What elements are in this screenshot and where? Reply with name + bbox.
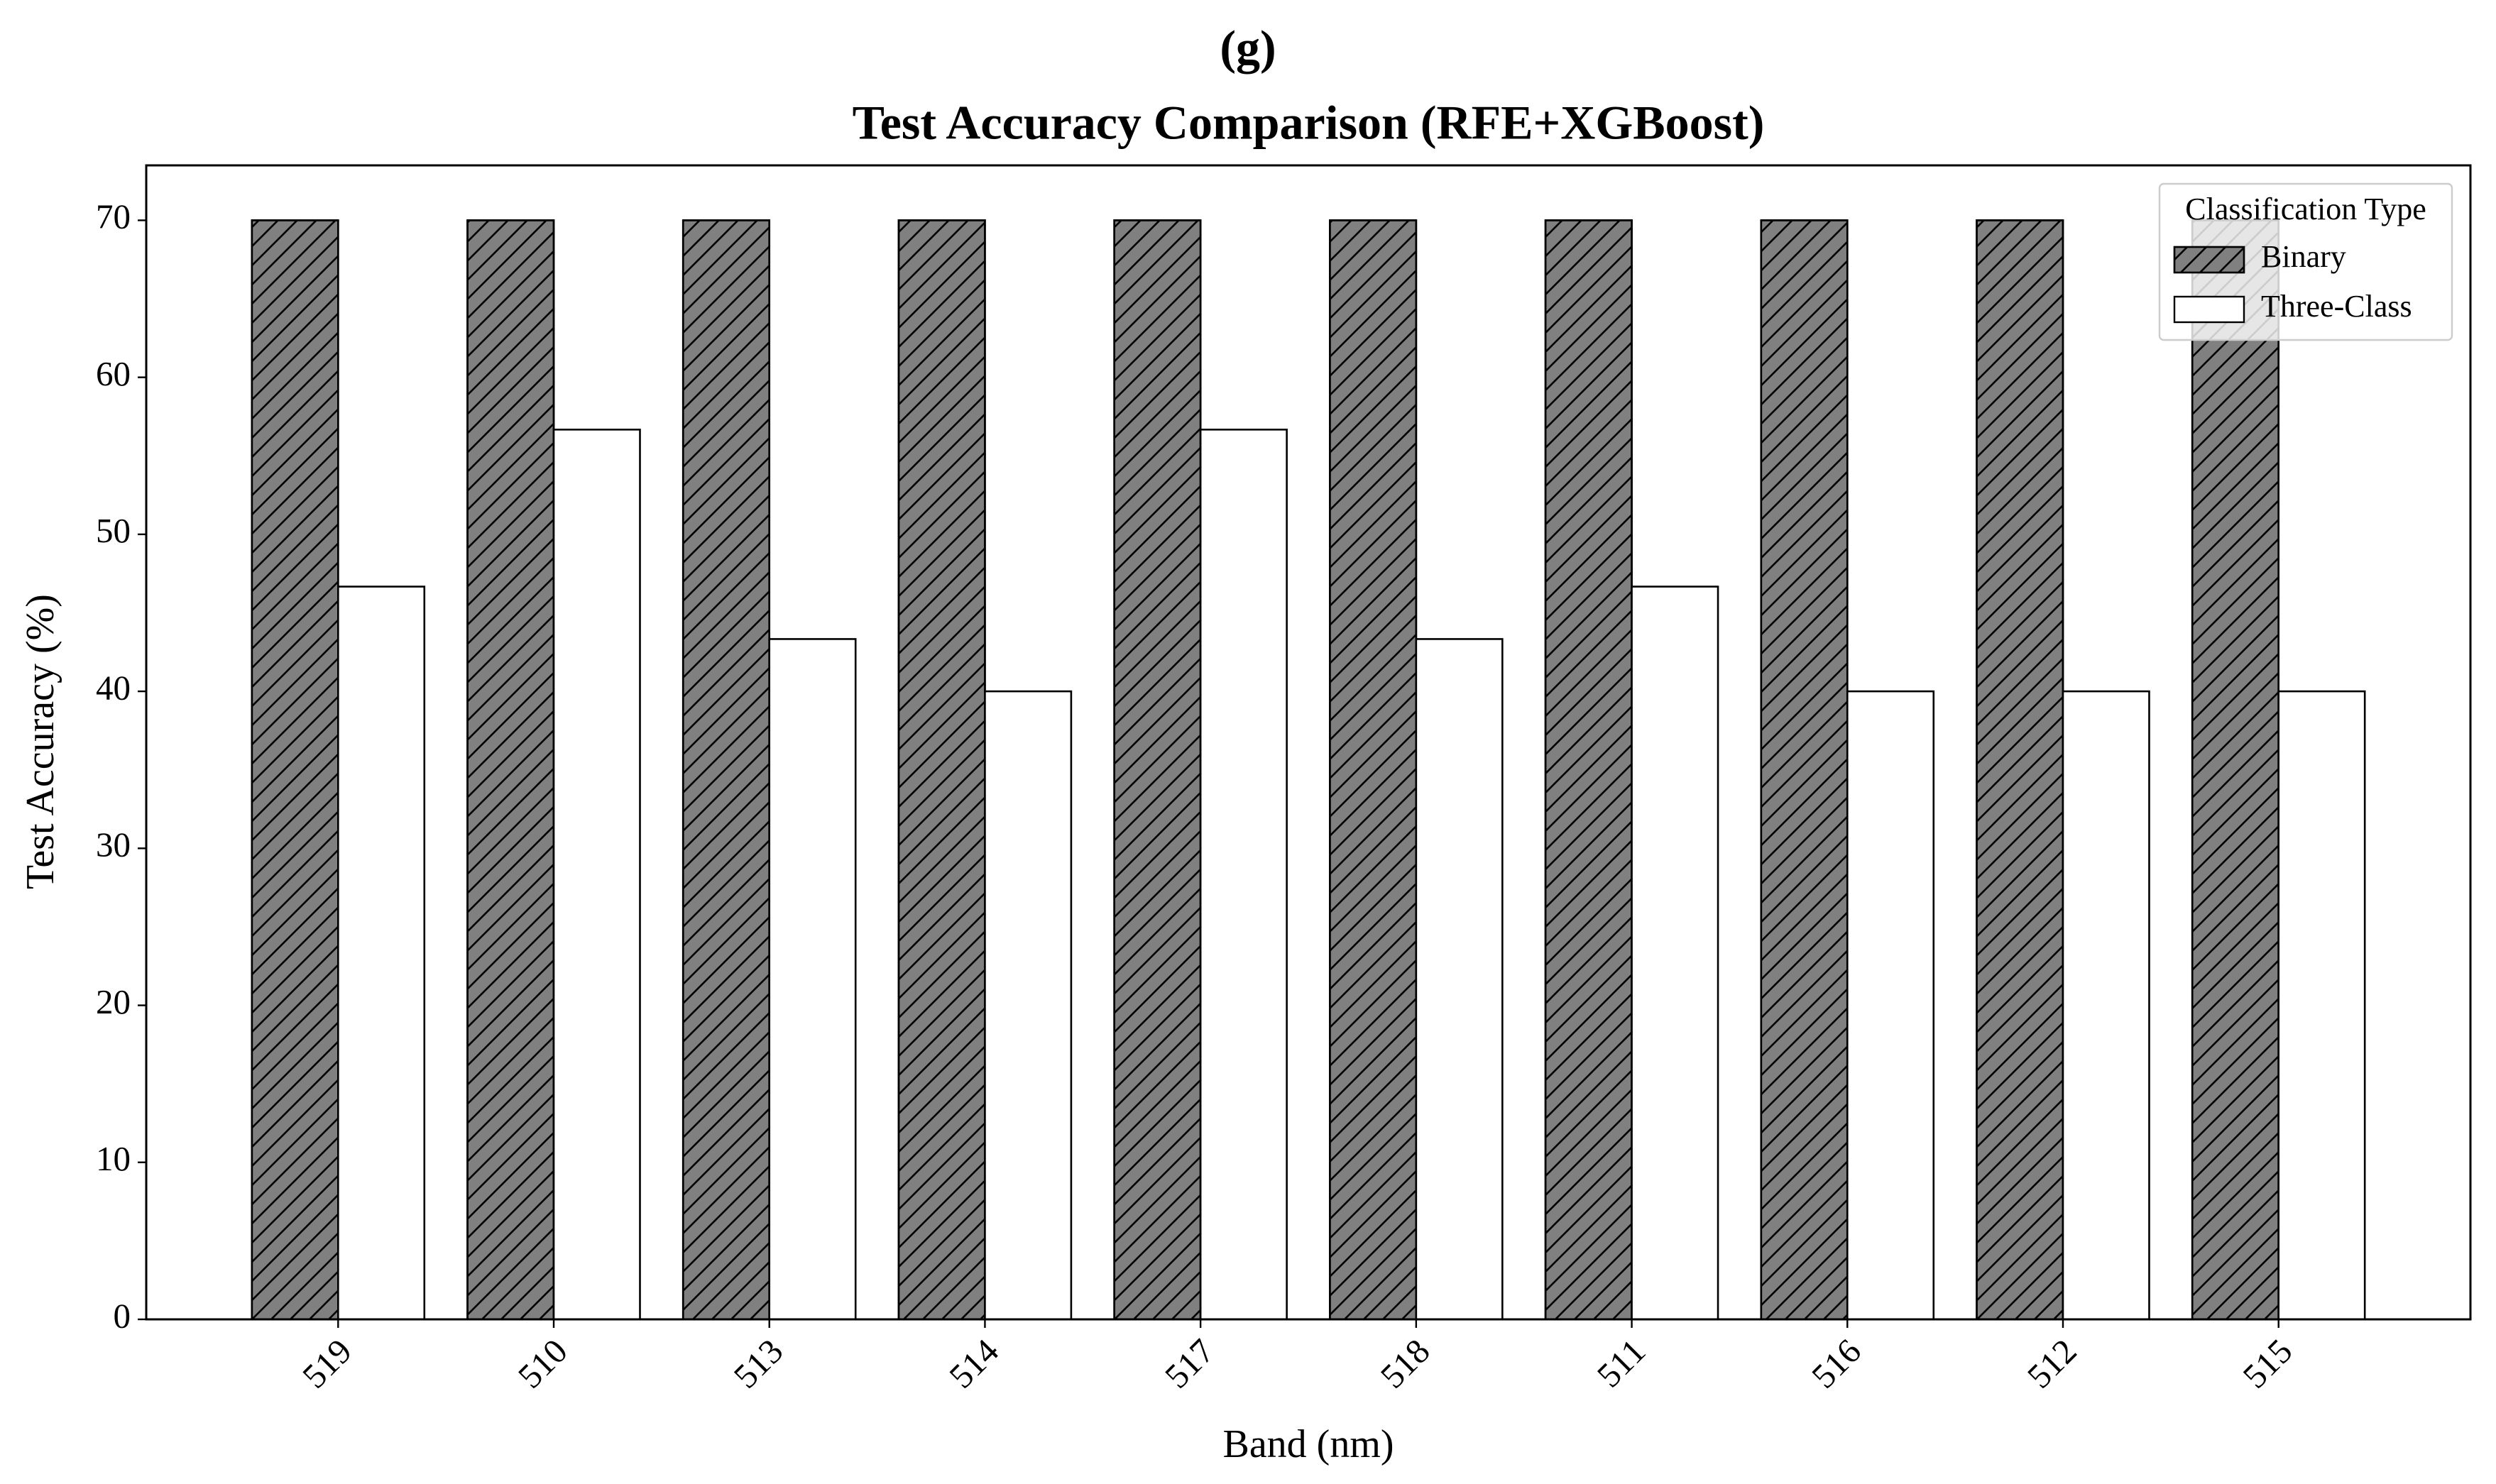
x-tick-label: 517 xyxy=(1157,1331,1222,1396)
bar-hatch xyxy=(682,219,771,1321)
x-tick-label: 511 xyxy=(1589,1331,1653,1395)
y-tick-label: 70 xyxy=(96,197,131,236)
bar xyxy=(2277,690,2366,1321)
bar-hatch xyxy=(2191,219,2279,1321)
bar xyxy=(1846,690,1935,1321)
legend-label: Three-Class xyxy=(2261,289,2412,324)
y-axis-label: Test Accuracy (%) xyxy=(18,594,62,889)
chart-title: Test Accuracy Comparison (RFE+XGBoost) xyxy=(853,96,1765,150)
bar-hatch xyxy=(1329,219,1418,1321)
y-tick-label: 0 xyxy=(114,1296,131,1335)
x-tick-label: 515 xyxy=(2235,1331,2300,1396)
bar-hatch xyxy=(251,219,339,1321)
x-axis-label: Band (nm) xyxy=(1222,1422,1394,1466)
legend: Classification Type Binary Three-Class xyxy=(2158,182,2453,341)
y-tick-label: 60 xyxy=(96,354,131,393)
legend-label: Binary xyxy=(2261,239,2346,274)
bar xyxy=(1631,586,1719,1321)
bar-hatch xyxy=(1976,219,2064,1321)
y-tick-label: 10 xyxy=(96,1139,131,1178)
bar-hatch xyxy=(1760,219,1849,1321)
x-tick-label: 512 xyxy=(2020,1331,2084,1396)
bar xyxy=(2062,690,2150,1321)
panel-label: (g) xyxy=(1220,21,1276,75)
bar xyxy=(1199,429,1288,1321)
y-tick-label: 50 xyxy=(96,511,131,550)
legend-title: Classification Type xyxy=(2185,192,2426,226)
plot-frame xyxy=(145,164,2472,1321)
bar-hatch xyxy=(1544,219,1633,1321)
bar xyxy=(337,586,426,1321)
bar xyxy=(552,429,641,1321)
bar-hatch xyxy=(466,219,555,1321)
y-tick-label: 40 xyxy=(96,668,131,707)
bar-hatch xyxy=(1113,219,1202,1321)
legend-swatch-hatch xyxy=(2173,246,2245,274)
x-tick-label: 519 xyxy=(295,1331,359,1396)
legend-swatch xyxy=(2173,295,2245,324)
x-tick-label: 510 xyxy=(510,1331,575,1396)
x-tick-label: 518 xyxy=(1373,1331,1438,1396)
x-tick-label: 514 xyxy=(941,1331,1006,1396)
bar xyxy=(1415,638,1504,1321)
x-tick-label: 516 xyxy=(1804,1331,1868,1396)
bar-hatch xyxy=(897,219,986,1321)
bar xyxy=(984,690,1073,1321)
y-tick-label: 30 xyxy=(96,825,131,864)
x-tick-label: 513 xyxy=(726,1331,791,1396)
y-tick-label: 20 xyxy=(96,982,131,1021)
bar xyxy=(768,638,857,1321)
